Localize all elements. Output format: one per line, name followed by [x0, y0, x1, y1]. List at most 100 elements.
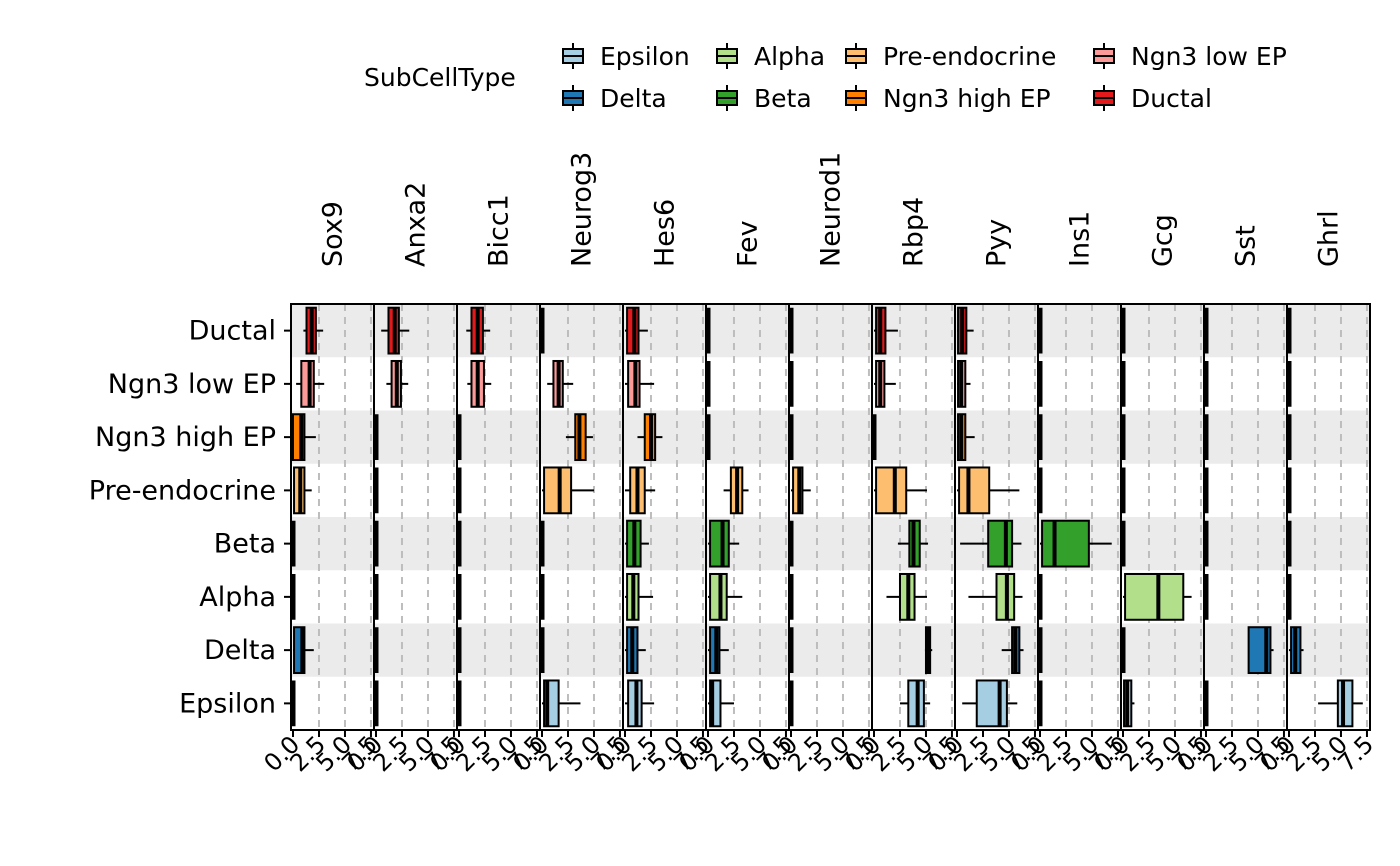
box-ductal	[381, 306, 410, 355]
box-alpha	[886, 572, 928, 621]
legend-label: Ngn3 high EP	[883, 84, 1051, 113]
box-ngn3-low-ep	[874, 359, 896, 408]
box-delta	[1289, 626, 1304, 675]
box-alpha	[708, 572, 743, 621]
box-iqr	[709, 519, 730, 568]
box-iqr	[709, 679, 722, 728]
box-pre-endocrine	[542, 466, 594, 515]
box-delta	[1001, 626, 1024, 675]
box-pre-endocrine	[625, 466, 656, 515]
box-alpha	[968, 572, 1023, 621]
box-ngn3-low-ep	[547, 359, 574, 408]
box-beta	[708, 519, 740, 568]
legend-label: Pre-endocrine	[883, 42, 1056, 71]
y-tick-label: Ductal	[189, 316, 276, 347]
y-tick-label: Ngn3 low EP	[108, 369, 276, 400]
box-beta	[625, 519, 649, 568]
box-iqr	[1336, 679, 1354, 728]
box-iqr	[958, 466, 991, 515]
box-iqr	[293, 626, 306, 675]
legend-item-ngn3-high-ep: Ngn3 high EP	[845, 84, 1051, 113]
box-ductal	[874, 306, 898, 355]
legend-item-pre-endocrine: Pre-endocrine	[845, 42, 1056, 71]
box-epsilon	[708, 679, 734, 728]
box-epsilon	[962, 679, 1018, 728]
box-beta	[897, 519, 929, 568]
box-delta	[293, 626, 314, 675]
legend-label: Alpha	[754, 42, 825, 71]
row-band	[291, 517, 1370, 571]
box-epsilon	[1123, 679, 1135, 728]
box-ngn3-low-ep	[467, 359, 492, 408]
box-iqr	[300, 359, 315, 408]
facet-label: Anxa2	[401, 182, 432, 267]
legend-label: Ductal	[1131, 84, 1212, 113]
panel-border	[1286, 303, 1371, 731]
box-ngn3-high-ep	[565, 413, 593, 462]
facet-label: Rbp4	[899, 197, 930, 267]
legend-item-alpha: Alpha	[716, 42, 825, 71]
box-ductal	[957, 306, 974, 355]
box-iqr	[709, 572, 728, 621]
box-iqr	[975, 679, 1008, 728]
box-delta	[1247, 626, 1274, 675]
facet-panels: Sox90.02.55.07.5Anxa20.02.55.07.5Bicc10.…	[258, 152, 1379, 777]
facet-label: Fev	[733, 220, 764, 267]
legend-item-epsilon: Epsilon	[562, 42, 690, 71]
facet-label: Hes6	[650, 199, 681, 267]
box-alpha	[1123, 572, 1192, 621]
box-pre-endocrine	[957, 466, 1020, 515]
box-ngn3-low-ep	[386, 359, 409, 408]
box-pre-endocrine	[874, 466, 928, 515]
facet-label: Gcg	[1148, 214, 1179, 267]
box-epsilon	[625, 679, 655, 728]
row-band	[291, 410, 1370, 464]
facet-label: Neurod1	[816, 152, 847, 267]
y-tick-label: Epsilon	[179, 688, 276, 719]
facet-label: Ghrl	[1314, 210, 1345, 267]
box-epsilon	[542, 679, 581, 728]
box-pre-endocrine	[791, 466, 811, 515]
legend-item-delta: Delta	[562, 84, 667, 113]
legend-title: SubCellType	[364, 63, 516, 92]
y-tick-label: Beta	[214, 529, 276, 560]
y-tick-label: Alpha	[199, 582, 276, 613]
box-alpha	[625, 572, 654, 621]
box-iqr	[875, 466, 908, 515]
box-beta	[1040, 519, 1112, 568]
facet-label: Sst	[1231, 225, 1262, 267]
box-ductal	[466, 306, 491, 355]
facet-label: Ins1	[1065, 211, 1096, 267]
box-iqr	[292, 413, 306, 462]
facet-label: Sox9	[318, 201, 349, 267]
box-pre-endocrine	[293, 466, 312, 515]
box-ngn3-low-ep	[296, 359, 325, 408]
legend-label: Beta	[754, 84, 812, 113]
legend-label: Ngn3 low EP	[1131, 42, 1287, 71]
y-axis: Ductal Ngn3 low EP Ngn3 high EP Pre-endocri…	[89, 316, 291, 719]
facet-label: Neurog3	[567, 152, 598, 267]
box-ngn3-low-ep	[625, 359, 655, 408]
facet-label: Pyy	[982, 219, 1013, 267]
y-tick-label: Ngn3 high EP	[95, 422, 276, 453]
box-delta	[625, 626, 646, 675]
box-ductal	[625, 306, 648, 355]
box-ductal	[303, 306, 324, 355]
row-band	[291, 623, 1370, 677]
box-epsilon	[899, 679, 931, 728]
legend-label: Delta	[600, 84, 667, 113]
box-delta	[708, 626, 729, 675]
box-pre-endocrine	[723, 466, 749, 515]
legend-label: Epsilon	[600, 42, 690, 71]
